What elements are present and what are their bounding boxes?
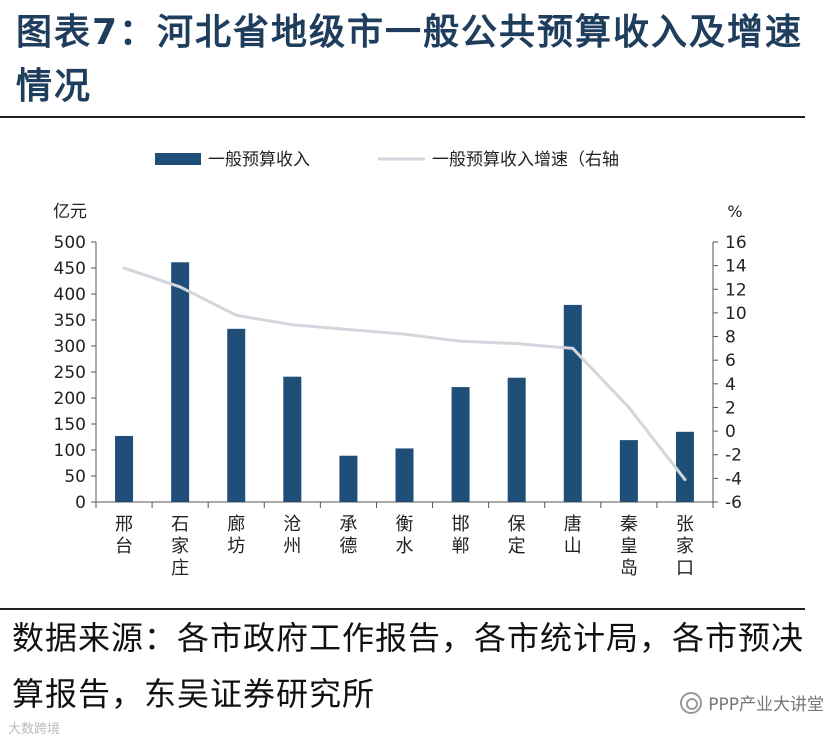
bar-承德 [339, 455, 358, 502]
y-tick-label-left: 0 [75, 493, 86, 513]
y-tick-label-right: 14 [725, 257, 747, 277]
bar-廊坊 [227, 328, 246, 502]
growth-point-邯郸 [459, 339, 463, 343]
legend-label-line: 一般预算收入增速（右轴 [432, 150, 619, 170]
line-series [122, 266, 687, 482]
chart-legend: 一般预算收入 一般预算收入增速（右轴 [155, 150, 619, 170]
corner-watermark: 大数跨境 [8, 722, 61, 737]
y-tick-label-left: 350 [54, 311, 86, 331]
x-tick-label: 石家庄 [171, 514, 189, 579]
bar-张家口 [675, 431, 694, 502]
y-tick-label-right: 10 [725, 304, 747, 324]
y-tick-label-right: -6 [725, 493, 742, 513]
y-tick-label-left: 50 [64, 467, 86, 487]
y-axis-unit-right: % [727, 202, 742, 221]
watermark: PPP产业大讲堂 [680, 690, 824, 715]
bar-series [115, 262, 694, 502]
x-tick-label: 邢台 [115, 514, 133, 557]
chart-area: 一般预算收入 一般预算收入增速（右轴 亿元 %0501001502002503003… [53, 150, 747, 579]
y-axis-unit-left: 亿元 [53, 202, 87, 222]
source-note: 数据来源：各市政府工作报告，各市统计局，各市预决算报告，东吴证券研究所 [12, 619, 805, 713]
bar-石家庄 [171, 262, 190, 502]
y-tick-label-right: 4 [725, 375, 736, 395]
growth-point-张家口 [683, 478, 687, 482]
y-tick-label-right: 8 [725, 328, 736, 348]
growth-point-廊坊 [234, 313, 238, 317]
y-tick-label-left: 150 [54, 415, 86, 435]
y-tick-label-left: 300 [54, 337, 86, 357]
y-tick-label-left: 200 [54, 389, 86, 409]
growth-point-保定 [515, 342, 519, 346]
y-tick-label-right: 6 [725, 351, 736, 371]
legend-swatch-bar [155, 153, 201, 165]
bar-衡水 [395, 448, 414, 502]
title-divider [0, 116, 805, 118]
bar-邢台 [115, 435, 134, 502]
y-tick-label-left: 100 [54, 441, 86, 461]
legend-label-bar: 一般预算收入 [208, 150, 310, 170]
y-tick-label-right: 16 [725, 233, 747, 253]
growth-point-承德 [346, 327, 350, 331]
x-tick-label: 张家口 [676, 514, 694, 579]
y-tick-label-left: 250 [54, 363, 86, 383]
y-tick-label-right: -4 [725, 469, 742, 489]
y-tick-label-right: 2 [725, 398, 736, 418]
chart-title: 图表7：河北省地级市一般公共预算收入及增速情况 [16, 12, 804, 107]
source-divider [0, 608, 805, 610]
x-tick-label: 衡水 [396, 514, 414, 557]
x-tick-label: 邯郸 [452, 514, 470, 557]
growth-point-邢台 [122, 266, 126, 270]
x-tick-label: 沧州 [283, 514, 301, 557]
growth-point-秦皇岛 [627, 405, 631, 409]
bar-保定 [507, 377, 526, 502]
growth-point-沧州 [290, 323, 294, 327]
y-tick-label-right: 12 [725, 280, 747, 300]
growth-point-石家庄 [178, 285, 182, 289]
y-tick-label-left: 400 [54, 285, 86, 305]
bar-邯郸 [451, 387, 470, 502]
x-tick-label: 唐山 [564, 514, 582, 557]
bar-沧州 [283, 376, 302, 502]
y-tick-label-right: 0 [725, 422, 736, 442]
x-tick-label: 保定 [508, 514, 526, 557]
y-tick-label-left: 450 [54, 259, 86, 279]
x-tick-label: 秦皇岛 [620, 514, 638, 579]
growth-point-衡水 [403, 332, 406, 336]
x-tick-label: 廊坊 [227, 514, 245, 557]
y-tick-label-left: 500 [54, 233, 86, 253]
growth-point-唐山 [571, 346, 575, 350]
chart-axes: 亿元 % 0 50 100 150 200 250 300 350 400 450 500 -6 -4 -2 0… [53, 202, 747, 513]
x-tick-label: 承德 [339, 514, 357, 557]
watermark-text: PPP产业大讲堂 [708, 695, 824, 715]
y-tick-label-right: -2 [725, 446, 742, 466]
bar-唐山 [563, 304, 582, 502]
wechat-icon [680, 691, 703, 714]
bar-秦皇岛 [619, 440, 638, 502]
growth-line [123, 266, 687, 481]
